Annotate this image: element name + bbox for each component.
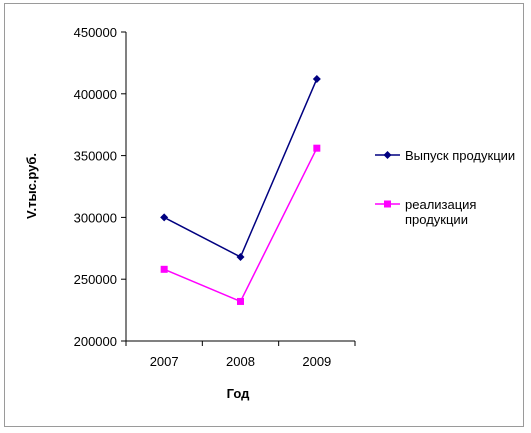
- y-tick-label: 200000: [74, 334, 117, 349]
- data-point: [160, 213, 169, 222]
- legend: Выпуск продукции реализация продукции: [375, 148, 515, 227]
- data-point: [237, 297, 244, 305]
- legend-label: реализация продукции: [405, 197, 476, 227]
- x-tick-label: 2007: [150, 354, 179, 369]
- legend-label: Выпуск продукции: [405, 148, 515, 163]
- series-1: [160, 74, 321, 261]
- legend-item: реализация продукции: [375, 197, 476, 227]
- y-tick-label: 400000: [74, 87, 117, 102]
- x-ticks: 2007 2008 2009: [125, 341, 356, 369]
- legend-item: Выпуск продукции: [375, 148, 515, 163]
- y-tick-label: 300000: [74, 210, 117, 225]
- x-axis-title: Год: [227, 386, 250, 401]
- data-point: [160, 265, 168, 273]
- series-line: [163, 78, 318, 258]
- x-tick-label: 2009: [302, 354, 331, 369]
- axes: [125, 32, 355, 342]
- x-tick-label: 2008: [226, 354, 255, 369]
- series-layer: [160, 74, 321, 305]
- legend-marker: [383, 151, 392, 159]
- data-point: [236, 252, 245, 261]
- y-tick-label: 450000: [74, 25, 117, 40]
- data-point: [312, 74, 321, 83]
- data-point: [313, 144, 321, 152]
- series-2: [160, 144, 321, 305]
- y-ticks: 450000 400000 350000 300000 250000 200000: [74, 25, 126, 349]
- y-tick-label: 250000: [74, 272, 117, 287]
- y-tick-label: 350000: [74, 149, 117, 164]
- chart-frame: [4, 3, 524, 427]
- series-line: [163, 147, 318, 303]
- y-axis-title: V.тыс.руб.: [24, 153, 39, 219]
- legend-marker: [384, 200, 391, 208]
